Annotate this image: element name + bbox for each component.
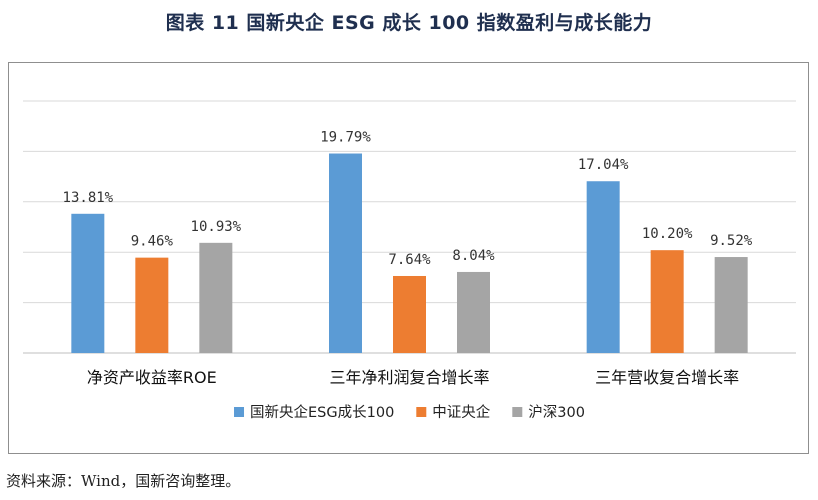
bar-1-3 xyxy=(586,181,620,353)
legend-label-2: 中证央企 xyxy=(432,403,490,421)
bar-3-1 xyxy=(199,242,233,353)
bar-chart: 13.81% 9.46% 10.93% 19.79% 7.64% 8.04% 17.04% 1… xyxy=(23,100,796,421)
category-label: 三年净利润复合增长率 xyxy=(329,368,489,387)
legend-label-1: 国新央企ESG成长100 xyxy=(250,403,394,421)
bar-2-3 xyxy=(650,250,684,353)
bar-2-2 xyxy=(393,275,426,353)
category-label: 净资产收益率ROE xyxy=(87,368,217,387)
data-label: 7.64% xyxy=(388,252,431,268)
data-label: 9.46% xyxy=(131,234,174,250)
chart-title: 图表 11 国新央企 ESG 成长 100 指数盈利与成长能力 xyxy=(165,12,653,34)
data-label: 8.04% xyxy=(452,248,495,264)
category-label: 三年营收复合增长率 xyxy=(595,368,739,387)
legend-swatch-2 xyxy=(416,407,427,417)
legend-swatch-3 xyxy=(512,407,523,417)
bar-3-3 xyxy=(714,257,748,353)
bar-1-1 xyxy=(71,213,105,353)
bar-3-2 xyxy=(457,271,490,353)
data-label: 10.20% xyxy=(642,226,693,242)
data-labels: 13.81% 9.46% 10.93% 19.79% 7.64% 8.04% 17.04% 1… xyxy=(63,130,753,268)
source-note: 资料来源：Wind，国新咨询整理。 xyxy=(6,472,241,490)
data-label: 13.81% xyxy=(63,190,114,206)
data-label: 19.79% xyxy=(320,130,371,146)
category-labels: 净资产收益率ROE 三年净利润复合增长率 三年营收复合增长率 xyxy=(87,368,739,387)
chart-frame: 13.81% 9.46% 10.93% 19.79% 7.64% 8.04% 17.04% 1… xyxy=(8,62,809,454)
bar-1-2 xyxy=(329,153,362,353)
bars xyxy=(71,153,748,353)
bar-2-1 xyxy=(135,257,169,353)
legend: 国新央企ESG成长100 中证央企 沪深300 xyxy=(234,403,585,421)
legend-label-3: 沪深300 xyxy=(528,404,585,421)
legend-swatch-1 xyxy=(234,407,245,417)
data-label: 17.04% xyxy=(578,157,629,173)
data-label: 10.93% xyxy=(191,219,242,235)
data-label: 9.52% xyxy=(710,233,753,249)
